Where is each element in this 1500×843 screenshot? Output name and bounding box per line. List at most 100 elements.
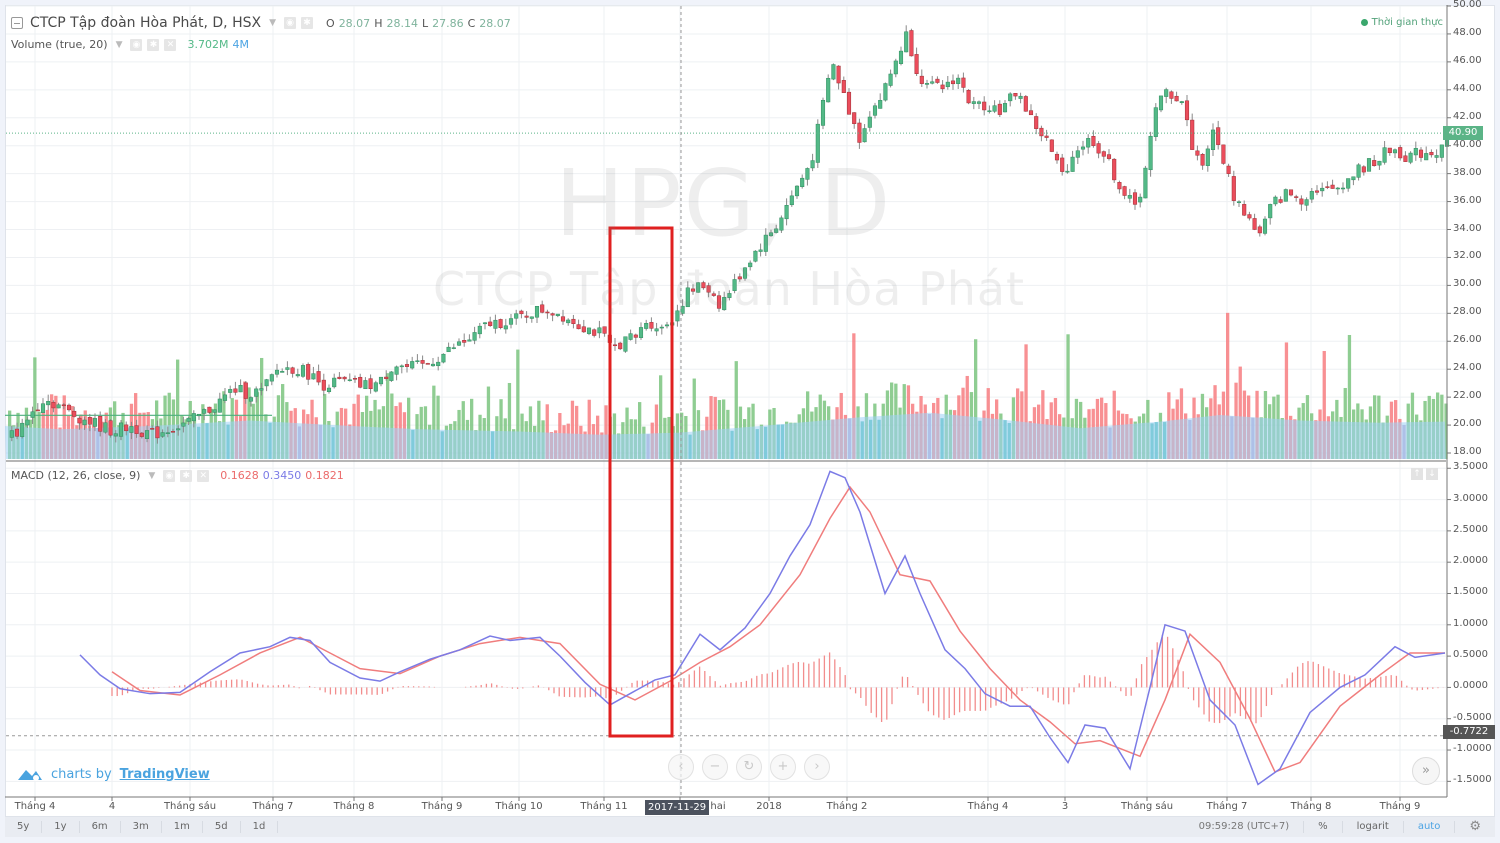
time-tick: Tháng 8: [1290, 801, 1332, 812]
price-tick: 22.00: [1453, 390, 1482, 402]
volume-legend: Volume (true, 20) ▼ ◉ ✱ ✕ 3.702M 4M: [11, 38, 249, 51]
time-tick: Tháng 7: [252, 801, 294, 812]
price-tick: 32.00: [1453, 250, 1482, 262]
chevron-down-icon[interactable]: ▼: [148, 470, 156, 481]
macd-tick: -0.5000: [1453, 711, 1492, 723]
scroll-left-button[interactable]: ‹: [668, 754, 694, 780]
price-tick: 34.00: [1453, 222, 1482, 234]
gear-icon[interactable]: ✱: [180, 469, 193, 482]
price-tick: 36.00: [1453, 194, 1482, 206]
timeframe-1d[interactable]: 1d: [241, 821, 279, 833]
chevron-down-icon[interactable]: ▼: [115, 39, 123, 50]
last-price-tag: 40.90: [1443, 126, 1483, 140]
macd-tick: -1.0000: [1453, 743, 1492, 755]
watermark-symbol: HPG, D: [555, 150, 893, 257]
timeframe-5d[interactable]: 5d: [203, 821, 241, 833]
low-value: 27.86: [432, 16, 464, 30]
log-scale-toggle[interactable]: logarit: [1341, 821, 1403, 833]
open-label: O: [326, 16, 335, 30]
time-tick: 4: [108, 801, 116, 812]
price-tick: 18.00: [1453, 446, 1482, 457]
gear-icon[interactable]: ✱: [301, 17, 314, 29]
auto-scale-toggle[interactable]: auto: [1402, 821, 1455, 833]
move-pane-down-icon[interactable]: ↓: [1426, 468, 1438, 480]
timeframe-3m[interactable]: 3m: [121, 821, 162, 833]
time-tick: Tháng 11: [580, 801, 628, 812]
macd-tick: 1.0000: [1453, 617, 1488, 629]
tradingview-link[interactable]: TradingView: [119, 766, 210, 782]
realtime-status: Thời gian thực: [1360, 17, 1443, 28]
macd-tick: 1.5000: [1453, 586, 1488, 598]
macd-tick: 2.0000: [1453, 555, 1488, 567]
timeframe-5y[interactable]: 5y: [5, 821, 43, 833]
time-tick: Tháng sáu: [1120, 801, 1174, 812]
price-tick: 48.00: [1453, 26, 1482, 38]
close-icon[interactable]: ✕: [197, 469, 210, 482]
tradingview-branding: charts by TradingView: [17, 766, 210, 782]
macd-value: 0.3450: [262, 469, 302, 482]
timeframe-1y[interactable]: 1y: [42, 821, 80, 833]
eye-icon[interactable]: ◉: [284, 17, 297, 29]
time-tick: Tháng 8: [333, 801, 375, 812]
price-tick: 20.00: [1453, 418, 1482, 430]
volume-value: 3.702M: [187, 38, 229, 51]
time-tick: Tháng 4: [14, 801, 56, 812]
macd-tick: 3.0000: [1453, 492, 1488, 504]
eye-icon[interactable]: ◉: [163, 469, 176, 482]
high-value: 28.14: [386, 16, 418, 30]
time-tick: Tháng 4: [967, 801, 1009, 812]
reset-button[interactable]: ↻: [736, 754, 762, 780]
bottom-toolbar: 5y 1y 6m 3m 1m 5d 1d 09:59:28 (UTC+7) % …: [5, 817, 1495, 837]
eye-icon[interactable]: ◉: [130, 38, 143, 51]
zoom-in-button[interactable]: +: [770, 754, 796, 780]
price-tick: 38.00: [1453, 166, 1482, 178]
branding-prefix: charts by: [51, 766, 112, 782]
macd-tick: 3.5000: [1453, 461, 1488, 473]
crosshair-date-tag: 2017-11-29: [645, 800, 710, 815]
price-tick: 42.00: [1453, 110, 1482, 122]
price-tick: 46.00: [1453, 54, 1482, 66]
open-value: 28.07: [338, 16, 371, 30]
price-tick: 26.00: [1453, 334, 1482, 346]
zoom-out-button[interactable]: −: [702, 754, 728, 780]
scroll-to-realtime-button[interactable]: »: [1412, 757, 1440, 785]
signal-value: 0.1821: [305, 469, 344, 482]
macd-legend: MACD (12, 26, close, 9) ▼ ◉ ✱ ✕ 0.1628 0.3…: [11, 469, 344, 482]
pane-controls: ↑ ↓: [1411, 468, 1438, 480]
time-tick: 3: [1061, 801, 1069, 812]
main-series-legend: CTCP Tập đoàn Hòa Phát, D, HSX ▼ ◉ ✱ O 28…: [11, 15, 511, 31]
percent-toggle[interactable]: %: [1303, 821, 1342, 833]
symbol-title[interactable]: CTCP Tập đoàn Hòa Phát, D, HSX: [30, 15, 262, 31]
time-tick: Tháng 7: [1206, 801, 1248, 812]
gear-icon[interactable]: ✱: [147, 38, 160, 51]
move-pane-up-icon[interactable]: ↑: [1411, 468, 1423, 480]
close-label: C: [467, 16, 476, 30]
price-tick: 50.00: [1453, 0, 1482, 10]
time-tick: Tháng 9: [421, 801, 463, 812]
time-tick: Tháng 10: [495, 801, 543, 812]
macd-label[interactable]: MACD (12, 26, close, 9): [11, 469, 141, 482]
watermark-company: CTCP Tập đoàn Hòa Phát: [433, 262, 1026, 316]
tradingview-logo-icon: [18, 770, 42, 781]
volume-ma-value: 4M: [232, 38, 249, 51]
chart-navigation: ‹ − ↻ + ›: [668, 754, 830, 780]
timeframe-6m[interactable]: 6m: [80, 821, 121, 833]
timeframe-1m[interactable]: 1m: [162, 821, 203, 833]
price-tick: 40.00: [1453, 138, 1482, 150]
price-tick: 30.00: [1453, 278, 1482, 290]
volume-label[interactable]: Volume (true, 20): [11, 38, 108, 51]
close-value: 28.07: [479, 16, 511, 30]
settings-gear-icon[interactable]: ⚙: [1454, 820, 1495, 833]
macd-tick: 2.5000: [1453, 523, 1488, 535]
price-tick: 24.00: [1453, 362, 1482, 374]
realtime-label: Thời gian thực: [1371, 17, 1443, 28]
close-icon[interactable]: ✕: [164, 38, 177, 51]
high-label: H: [374, 16, 383, 30]
time-tick: 2018: [756, 801, 782, 812]
time-tick: Tháng 9: [1379, 801, 1421, 812]
scroll-right-button[interactable]: ›: [804, 754, 830, 780]
collapse-legend-icon[interactable]: [11, 17, 23, 29]
chevron-down-icon[interactable]: ▼: [269, 18, 277, 28]
